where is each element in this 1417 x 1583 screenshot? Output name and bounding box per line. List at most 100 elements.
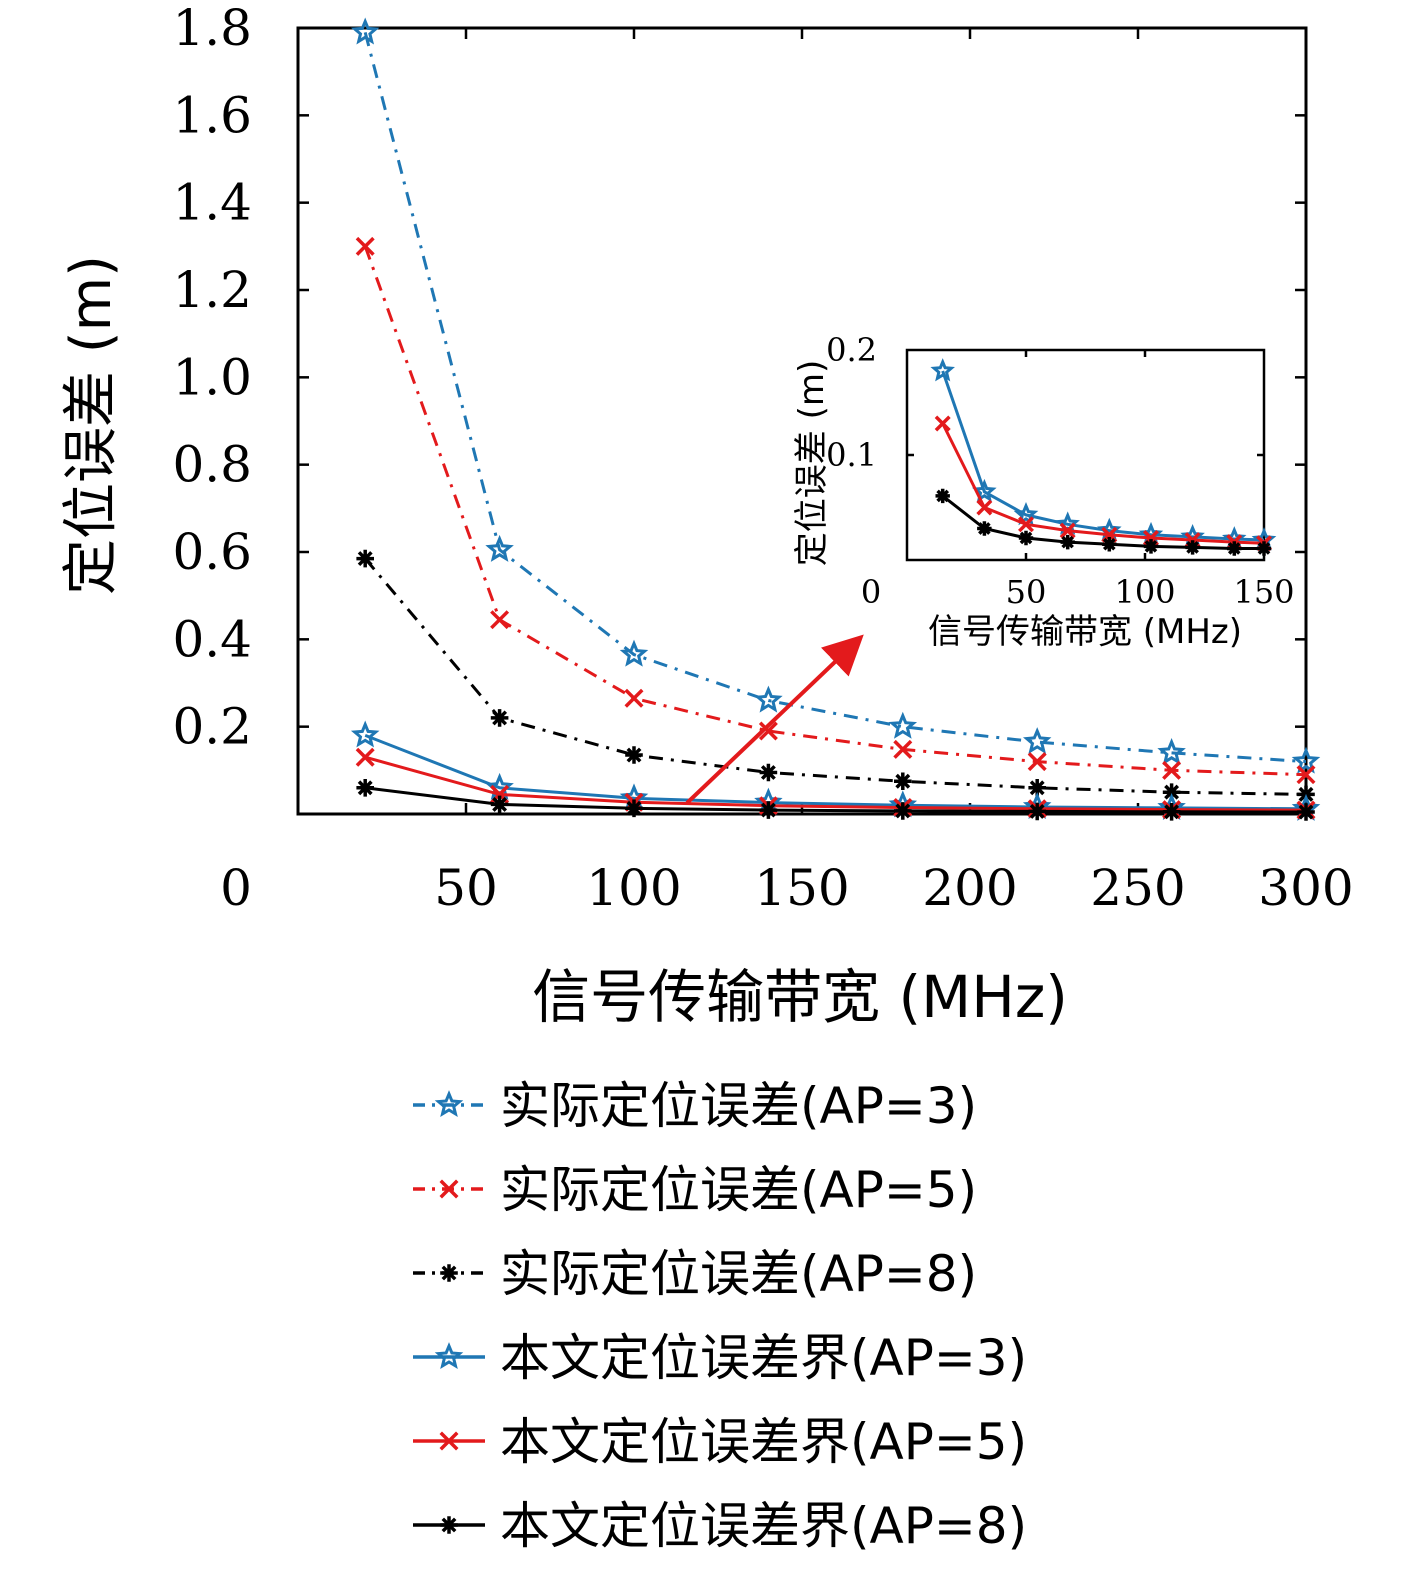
data-point [356,779,374,797]
inset-data-point [934,415,951,432]
data-point [1027,752,1047,772]
data-point [758,721,778,741]
data-point [350,720,380,748]
data-point [1162,783,1181,801]
data-point [893,739,913,759]
data-point [490,709,509,727]
data-point [1022,727,1052,754]
data-point [1162,760,1182,780]
main-plot: 0 50 100 150 200 250 300 0.2 0.4 0.6 0.8 1.0 1.2 1.4 1… [172,0,1353,917]
legend-entry: 实际定位误差(AP=3) [413,1077,977,1135]
inset-x-tick-label: 150 [1233,573,1294,611]
inset-data-point [976,499,993,516]
inset-data-point [1013,502,1039,526]
x-tick-label: 150 [754,859,849,917]
legend: 实际定位误差(AP=3) 实际定位误差(AP=5) 实际定位误差(AP=8) 本文定位… [413,1077,1027,1555]
y-tick-label: 1.8 [172,0,252,57]
inset-data-point [1185,540,1200,555]
inset-data-point [1256,541,1272,556]
inset-data-point [1143,539,1159,554]
series-line [365,786,1307,814]
legend-marker [434,1342,464,1370]
data-point [1157,737,1186,765]
x-tick-label: 200 [922,859,1017,917]
legend-marker [439,1179,459,1199]
y-tick-label: 0.6 [172,523,252,581]
inset-data-point [1018,516,1034,533]
x-axis-title: 信号传输带宽 (MHz) [532,963,1068,1031]
inset-data-point [1060,534,1075,550]
data-point [1297,803,1315,821]
inset-y-tick-label: 0.2 [826,331,877,369]
x-tick-label: 250 [1090,859,1185,917]
inset-data-point [935,488,950,504]
data-point [355,747,375,767]
zoom-arrow [685,634,864,805]
legend-marker [440,1264,458,1282]
inset-x-tick-label: 50 [1006,573,1047,611]
inset-background [907,350,1264,560]
inset-x-tick-label: 100 [1114,573,1175,611]
inset-data-point [930,358,955,382]
data-point [1028,779,1046,797]
y-tick-label: 1.6 [172,86,252,144]
series-line [364,755,1307,812]
data-point [888,711,918,739]
legend-label: 实际定位误差(AP=8) [500,1245,977,1303]
y-tick-label: 1.0 [172,348,252,406]
legend-entry: 本文定位误差界(AP=8) [413,1497,1027,1555]
y-axis-title: 定位误差 (m) [59,255,124,595]
series-line [363,32,1307,764]
legend-label: 实际定位误差(AP=5) [500,1161,977,1219]
inset-data-point [1018,530,1034,546]
inset-data-point [1102,537,1117,552]
legend-entry: 实际定位误差(AP=8) [413,1245,977,1303]
legend-entry: 实际定位误差(AP=5) [413,1161,977,1219]
data-point [1028,802,1046,821]
inset-data-point [1059,522,1076,539]
y-tick-label: 0.8 [172,436,252,494]
data-point [894,802,912,820]
legend-label: 本文定位误差界(AP=3) [500,1329,1027,1387]
inset-y-axis-title: 定位误差 (m) [792,360,832,566]
legend-marker [439,1431,459,1451]
legend-label: 本文定位误差界(AP=8) [500,1497,1027,1555]
data-point [894,772,912,790]
y-tick-label: 1.2 [172,261,252,319]
data-point [490,795,509,814]
legend-entry: 本文定位误差界(AP=5) [413,1413,1027,1471]
data-point [490,610,510,630]
y-tick-label: 0.2 [172,698,252,756]
legend-label: 实际定位误差(AP=3) [500,1077,977,1135]
inset-x-tick-label: 0 [861,573,881,611]
data-point [759,763,778,782]
data-point [1296,765,1316,785]
legend-entry: 本文定位误差界(AP=3) [413,1329,1027,1387]
y-tick-label: 1.4 [172,174,252,232]
inset-data-point [1227,541,1242,556]
data-point [356,549,374,568]
inset-plot: 0 50 100 150 0.1 0.2 [826,331,1294,611]
data-point [619,639,649,667]
x-tick-label: 300 [1258,859,1353,917]
data-point [624,688,644,708]
data-point [1291,746,1321,774]
data-point [754,685,783,713]
data-point [625,746,643,764]
x-tick-label: 0 [220,859,252,917]
data-point [485,534,514,562]
series-line [364,557,1307,796]
data-point [1162,803,1181,821]
legend-label: 本文定位误差界(AP=5) [500,1413,1027,1471]
data-point [355,236,375,256]
data-point [350,17,380,45]
legend-marker [434,1090,464,1118]
y-tick-label: 0.4 [172,610,252,668]
data-point [759,801,778,819]
inset-y-tick-label: 0.1 [826,436,877,474]
x-tick-label: 100 [586,859,681,917]
inset-data-point [972,478,997,503]
inset-series-line [941,370,1265,542]
series-line [364,734,1307,811]
